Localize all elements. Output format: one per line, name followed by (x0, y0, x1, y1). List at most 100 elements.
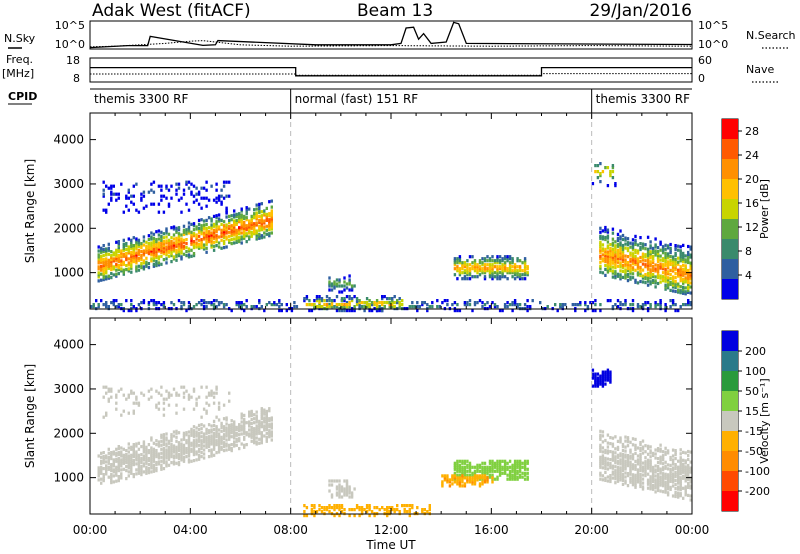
range-cell (636, 273, 640, 277)
range-cell (348, 301, 351, 305)
range-cell (162, 451, 166, 455)
range-cell (330, 493, 334, 497)
range-cell (674, 276, 677, 280)
range-cell (340, 309, 344, 313)
range-cell (644, 263, 647, 267)
range-cell (130, 254, 133, 258)
range-cell (117, 248, 120, 252)
range-cell (105, 411, 108, 415)
range-cell (664, 464, 667, 468)
range-cell (468, 469, 472, 473)
range-cell (616, 305, 620, 309)
range-cell (616, 264, 620, 268)
range-cell (200, 242, 203, 246)
range-cell (137, 303, 141, 307)
range-cell (102, 461, 105, 465)
range-cell (313, 305, 316, 309)
range-cell (463, 465, 467, 469)
range-cell (225, 237, 228, 241)
range-cell (646, 458, 650, 462)
range-cell (145, 445, 148, 449)
range-cell (265, 303, 268, 307)
range-cell (664, 452, 667, 456)
range-cell (621, 476, 625, 480)
range-cell (225, 416, 228, 420)
range-cell (180, 245, 183, 249)
range-cell (172, 227, 176, 231)
range-cell (503, 467, 507, 471)
frequency-right-tick-bottom: 0 (698, 72, 705, 85)
range-cell (651, 487, 655, 491)
range-cell (335, 487, 339, 491)
range-cell (265, 425, 268, 429)
range-cell (258, 228, 261, 232)
range-cell (122, 409, 125, 413)
range-cell (165, 462, 168, 466)
range-cell (649, 479, 652, 483)
range-cell (649, 305, 652, 309)
range-cell (619, 261, 622, 265)
range-cell (616, 465, 620, 469)
range-cell (503, 461, 507, 465)
range-cell (511, 269, 514, 273)
range-cell (147, 234, 151, 238)
range-cell (235, 238, 238, 242)
range-cell (669, 475, 672, 479)
range-cell (518, 259, 522, 263)
range-cell (243, 431, 246, 435)
range-cell (135, 462, 138, 466)
range-cell (182, 437, 186, 441)
range-cell (233, 223, 236, 227)
range-cell (458, 476, 462, 480)
range-cell (636, 476, 640, 480)
range-cell (268, 212, 271, 216)
range-cell (594, 374, 597, 378)
range-cell (611, 249, 615, 253)
range-cell (112, 462, 115, 466)
range-cell (654, 448, 657, 452)
range-cell (669, 242, 672, 247)
range-cell (606, 230, 610, 234)
range-cell (388, 301, 391, 305)
range-cell (456, 267, 459, 271)
range-cell (684, 461, 687, 465)
range-cell (240, 305, 243, 309)
range-cell (606, 262, 610, 266)
range-cell (250, 232, 253, 236)
range-cell (195, 227, 198, 231)
range-cell (185, 433, 188, 437)
range-cell (217, 196, 221, 200)
range-cell (233, 442, 236, 446)
range-cell (207, 198, 211, 202)
range-cell (230, 443, 233, 447)
range-cell (523, 265, 527, 269)
range-cell (117, 445, 120, 449)
range-cell (150, 470, 153, 474)
range-cell (180, 454, 183, 458)
range-cell (160, 435, 163, 439)
range-cell (498, 459, 502, 463)
range-cell (674, 252, 677, 256)
range-cell (378, 305, 381, 309)
range-cell (654, 253, 657, 257)
range-cell (363, 305, 366, 309)
range-cell (190, 236, 193, 240)
range-cell (110, 473, 113, 477)
range-cell (308, 309, 311, 313)
range-cell (172, 255, 176, 259)
range-cell (185, 451, 188, 455)
range-cell (687, 301, 690, 305)
range-cell (260, 437, 263, 441)
range-cell (649, 451, 652, 455)
range-cell (338, 506, 341, 510)
range-cell (591, 376, 595, 380)
range-cell (160, 188, 163, 192)
range-cell (664, 267, 667, 271)
range-cell (250, 425, 253, 429)
range-cell (483, 465, 487, 469)
range-cell (606, 244, 610, 248)
range-cell (411, 506, 414, 510)
range-cell (616, 299, 620, 303)
range-cell (456, 473, 459, 477)
range-cell (132, 443, 135, 447)
